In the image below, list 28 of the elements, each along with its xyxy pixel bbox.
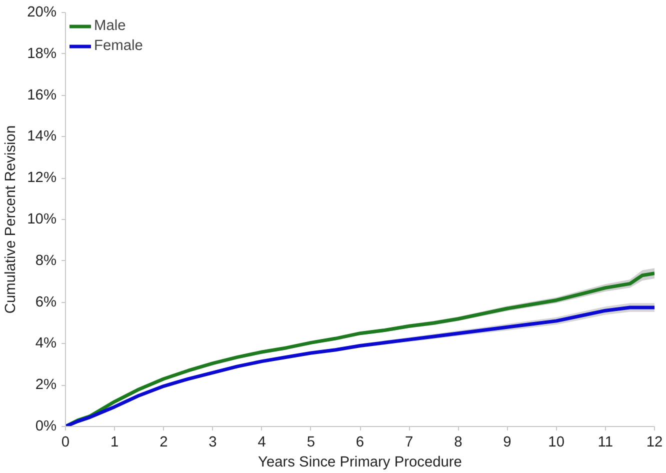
- x-tick-label: 6: [356, 434, 364, 450]
- y-tick-label: 4%: [35, 336, 57, 352]
- y-tick-label: 14%: [27, 128, 57, 145]
- x-tick-label: 10: [548, 434, 564, 450]
- legend-label: Female: [94, 38, 143, 54]
- y-tick-label: 6%: [35, 294, 57, 310]
- x-axis-title: Years Since Primary Procedure: [258, 454, 462, 470]
- y-tick-label: 8%: [35, 252, 57, 269]
- y-tick-label: 20%: [27, 4, 57, 20]
- x-tick-label: 2: [160, 434, 168, 450]
- x-tick-label: 12: [646, 434, 663, 450]
- y-tick-label: 10%: [27, 212, 57, 228]
- x-tick-label: 7: [405, 434, 414, 450]
- x-tick-label: 4: [258, 434, 266, 450]
- y-tick-label: 18%: [27, 46, 57, 62]
- x-tick-label: 11: [598, 434, 614, 450]
- x-tick-label: 8: [454, 434, 462, 450]
- x-tick-label: 0: [61, 434, 70, 450]
- x-tick-label: 1: [110, 434, 119, 450]
- y-tick-label: 0%: [35, 418, 57, 434]
- x-tick-label: 3: [208, 434, 217, 450]
- x-tick-label: 9: [503, 434, 512, 450]
- y-tick-label: 12%: [27, 170, 57, 186]
- y-tick-label: 16%: [27, 87, 57, 104]
- legend-label: Male: [94, 18, 126, 34]
- y-axis-title: Cumulative Percent Revision: [3, 125, 20, 314]
- y-tick-label: 2%: [35, 377, 57, 394]
- x-tick-label: 5: [306, 434, 315, 450]
